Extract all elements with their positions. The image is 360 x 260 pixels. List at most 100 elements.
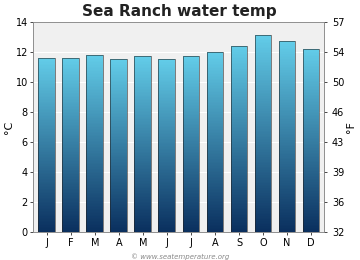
Bar	[134, 158, 151, 159]
Bar	[303, 211, 319, 213]
Bar	[279, 48, 296, 49]
Bar	[111, 65, 127, 67]
Bar	[38, 189, 55, 190]
Bar	[303, 190, 319, 191]
Bar	[38, 226, 55, 228]
Bar	[38, 112, 55, 113]
Bar	[134, 135, 151, 137]
Bar	[183, 90, 199, 92]
Bar	[134, 125, 151, 127]
Bar	[207, 199, 223, 201]
Bar	[86, 121, 103, 123]
Bar	[230, 201, 247, 203]
Bar	[279, 65, 296, 67]
Bar	[158, 85, 175, 87]
Bar	[207, 134, 223, 136]
Text: © www.seatemperature.org: © www.seatemperature.org	[131, 253, 229, 260]
Bar	[207, 190, 223, 192]
Bar	[207, 183, 223, 184]
Bar	[230, 130, 247, 131]
Bar	[207, 68, 223, 70]
Bar	[230, 122, 247, 124]
Bar	[255, 127, 271, 129]
Bar	[158, 213, 175, 215]
Bar	[279, 113, 296, 115]
Bar	[207, 150, 223, 151]
Bar	[86, 204, 103, 206]
Bar	[111, 141, 127, 143]
Bar	[183, 75, 199, 77]
Bar	[158, 110, 175, 111]
Bar	[38, 87, 55, 88]
Bar	[183, 127, 199, 128]
Bar	[279, 212, 296, 213]
Bar	[86, 184, 103, 185]
Bar	[207, 147, 223, 148]
Bar	[111, 163, 127, 165]
Bar	[207, 65, 223, 67]
Bar	[279, 192, 296, 194]
Bar	[303, 174, 319, 176]
Bar	[230, 162, 247, 164]
Bar	[86, 146, 103, 148]
Bar	[255, 180, 271, 181]
Bar	[255, 56, 271, 58]
Bar	[38, 114, 55, 116]
Bar	[158, 65, 175, 67]
Bar	[207, 56, 223, 58]
Bar	[183, 109, 199, 111]
Bar	[303, 79, 319, 81]
Bar	[230, 128, 247, 130]
Bar	[158, 91, 175, 93]
Bar	[62, 194, 79, 196]
Bar	[183, 88, 199, 90]
Bar	[158, 215, 175, 217]
Bar	[207, 225, 223, 226]
Bar	[303, 171, 319, 173]
Bar	[38, 215, 55, 217]
Bar	[279, 162, 296, 164]
Bar	[303, 200, 319, 202]
Bar	[38, 203, 55, 205]
Bar	[62, 113, 79, 115]
Bar	[62, 150, 79, 151]
Bar	[62, 99, 79, 100]
Bar	[303, 203, 319, 205]
Bar	[230, 145, 247, 147]
Bar	[158, 199, 175, 201]
Bar	[38, 61, 55, 62]
Bar	[62, 94, 79, 96]
Bar	[158, 69, 175, 71]
Bar	[183, 174, 199, 175]
Bar	[183, 129, 199, 131]
Bar	[62, 116, 79, 118]
Bar	[38, 229, 55, 231]
Bar	[255, 153, 271, 155]
Bar	[38, 74, 55, 75]
Bar	[62, 78, 79, 80]
Bar	[38, 216, 55, 218]
Bar	[38, 85, 55, 87]
Bar	[62, 215, 79, 217]
Bar	[230, 50, 247, 52]
Bar	[134, 175, 151, 177]
Bar	[62, 122, 79, 123]
Bar	[183, 61, 199, 62]
Bar	[279, 126, 296, 127]
Bar	[62, 90, 79, 91]
Bar	[134, 147, 151, 149]
Bar	[62, 110, 79, 112]
Bar	[111, 175, 127, 176]
Bar	[230, 186, 247, 187]
Bar	[134, 228, 151, 230]
Bar	[303, 185, 319, 187]
Bar	[279, 121, 296, 122]
Bar	[230, 156, 247, 158]
Bar	[207, 76, 223, 77]
Bar	[279, 207, 296, 209]
Bar	[255, 114, 271, 116]
Bar	[279, 43, 296, 44]
Bar	[134, 179, 151, 181]
Bar	[279, 54, 296, 56]
Bar	[207, 88, 223, 89]
